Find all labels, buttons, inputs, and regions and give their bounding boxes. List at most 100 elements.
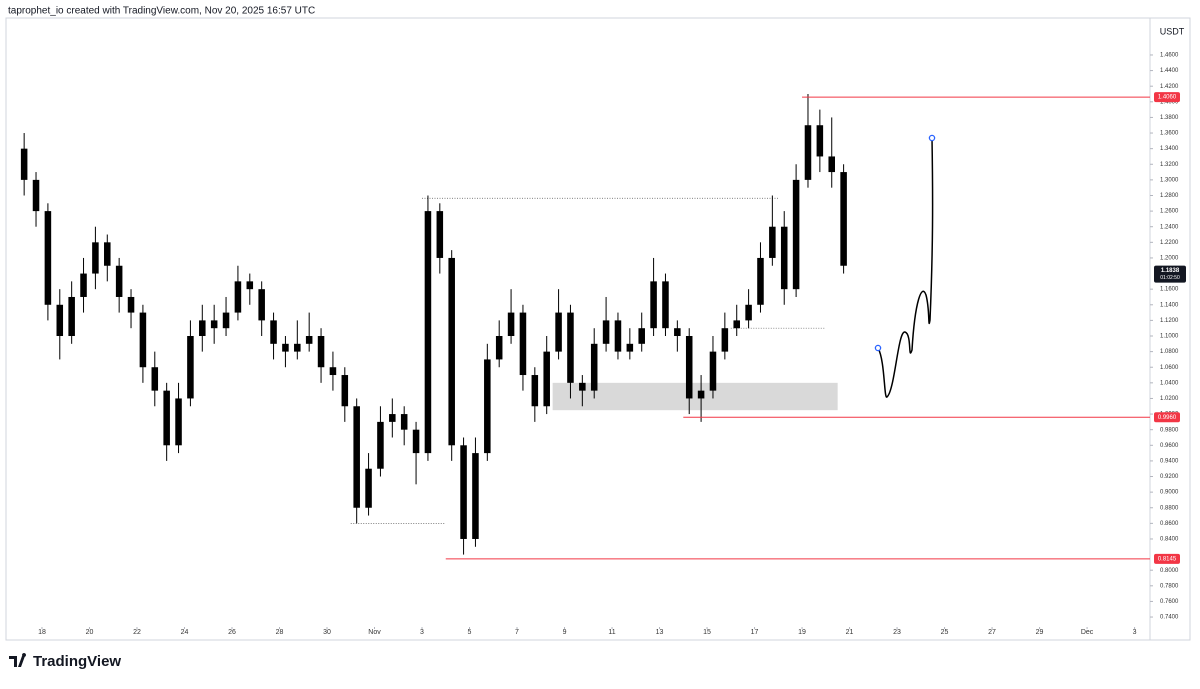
candle-body bbox=[780, 226, 788, 290]
x-tick-label: 18 bbox=[38, 629, 46, 636]
y-tick-label: 1.3800 bbox=[1160, 115, 1179, 121]
candle-body bbox=[80, 273, 87, 297]
candle-body bbox=[804, 125, 812, 180]
x-tick-label: 29 bbox=[1036, 629, 1044, 636]
x-tick-label: 24 bbox=[181, 629, 189, 636]
candle-body bbox=[270, 320, 277, 344]
path-handle bbox=[874, 344, 882, 352]
price-tag-label: 0.9960 bbox=[1158, 415, 1177, 421]
candle-body bbox=[531, 375, 539, 407]
candle-body bbox=[816, 125, 824, 157]
candle-body bbox=[412, 429, 420, 454]
candle-body bbox=[579, 382, 586, 391]
y-tick-label: 0.7600 bbox=[1160, 599, 1179, 605]
x-tick-label: 5 bbox=[468, 629, 472, 636]
candle-body bbox=[68, 296, 75, 337]
y-tick-label: 1.3200 bbox=[1160, 162, 1179, 168]
candle-body bbox=[246, 281, 254, 290]
y-tick-label: 1.2000 bbox=[1160, 256, 1179, 262]
candle-body bbox=[305, 336, 313, 344]
candle-body bbox=[317, 336, 325, 368]
y-tick-label: 1.4000 bbox=[1160, 99, 1179, 105]
y-tick-label: 1.1400 bbox=[1160, 302, 1179, 308]
candle-body bbox=[436, 211, 444, 258]
candle-body bbox=[685, 336, 693, 399]
candle-body bbox=[127, 296, 135, 313]
candle-body bbox=[175, 398, 182, 446]
y-tick-label: 1.4400 bbox=[1160, 68, 1179, 74]
candle-body bbox=[614, 320, 622, 352]
x-tick-label: 3 bbox=[420, 629, 424, 636]
candle-body bbox=[400, 414, 408, 430]
candle-body bbox=[840, 172, 847, 266]
x-tick-label: 25 bbox=[941, 629, 949, 636]
candle-body bbox=[56, 304, 64, 337]
candle-body bbox=[365, 468, 372, 508]
y-tick-label: 0.8400 bbox=[1160, 537, 1179, 543]
candle-body bbox=[258, 289, 265, 321]
y-tick-label: 1.2800 bbox=[1160, 193, 1179, 199]
y-tick-label: 0.9400 bbox=[1160, 458, 1179, 464]
candle-body bbox=[709, 351, 717, 391]
candle-body bbox=[139, 312, 147, 368]
candle-body bbox=[662, 281, 669, 329]
candle-body bbox=[495, 336, 503, 360]
x-tick-label: 7 bbox=[515, 629, 519, 636]
candle-body bbox=[282, 343, 289, 352]
candle-body bbox=[733, 320, 740, 329]
y-tick-label: 0.7400 bbox=[1160, 615, 1179, 621]
candle-body bbox=[151, 367, 159, 391]
y-tick-label: 1.2600 bbox=[1160, 209, 1179, 215]
y-tick-label: 0.8000 bbox=[1160, 568, 1179, 574]
candle-body bbox=[674, 328, 681, 337]
candle-body bbox=[757, 257, 764, 305]
caption: taprophet_io created with TradingView.co… bbox=[8, 6, 315, 17]
x-tick-label: 23 bbox=[893, 629, 901, 636]
price-tag bbox=[1154, 553, 1180, 564]
x-tick-label: 27 bbox=[988, 629, 996, 636]
candle-body bbox=[745, 304, 752, 321]
x-tick-label: 22 bbox=[133, 629, 141, 636]
x-tick-label: 28 bbox=[276, 629, 284, 636]
candle-body bbox=[472, 453, 479, 539]
y-tick-label: 1.0600 bbox=[1160, 365, 1179, 371]
candle-body bbox=[115, 265, 123, 297]
candle-body bbox=[329, 367, 337, 376]
zone bbox=[552, 382, 838, 411]
candle-body bbox=[626, 343, 634, 352]
x-tick-label: 9 bbox=[563, 629, 567, 636]
candle-body bbox=[341, 375, 349, 407]
x-tick-label: 21 bbox=[846, 629, 854, 636]
candle-body bbox=[555, 312, 562, 352]
candle-body bbox=[377, 421, 384, 469]
candle-body bbox=[602, 320, 610, 344]
candle-body bbox=[567, 312, 574, 383]
y-tick-label: 0.9600 bbox=[1160, 443, 1179, 449]
candle-body bbox=[44, 211, 52, 305]
y-tick-label: 1.0400 bbox=[1160, 380, 1179, 386]
brand: TradingView bbox=[33, 653, 121, 670]
candle-body bbox=[792, 179, 800, 290]
candle-body bbox=[484, 359, 491, 454]
candle-body bbox=[92, 242, 99, 274]
price-tag bbox=[1154, 92, 1180, 103]
y-tick-label: 1.3400 bbox=[1160, 146, 1179, 152]
y-tick-label: 1.3600 bbox=[1160, 131, 1179, 137]
currency: USDT bbox=[1160, 26, 1185, 36]
countdown: 01:02:50 bbox=[1160, 275, 1180, 281]
candle-body bbox=[234, 281, 242, 313]
price-tag-label: 0.8145 bbox=[1158, 556, 1177, 562]
y-tick-label: 1.1600 bbox=[1160, 287, 1179, 293]
candle-body bbox=[353, 406, 360, 508]
y-tick-label: 0.7800 bbox=[1160, 583, 1179, 589]
price-tag bbox=[1154, 412, 1180, 423]
candle-body bbox=[187, 336, 194, 399]
y-tick-label: 0.9800 bbox=[1160, 427, 1179, 433]
frame bbox=[5, 17, 1191, 641]
candle-body bbox=[210, 320, 218, 329]
y-tick-label: 1.4600 bbox=[1160, 53, 1179, 59]
candle-body bbox=[222, 312, 230, 329]
candle-body bbox=[769, 226, 776, 258]
x-tick-label: 11 bbox=[608, 629, 615, 636]
